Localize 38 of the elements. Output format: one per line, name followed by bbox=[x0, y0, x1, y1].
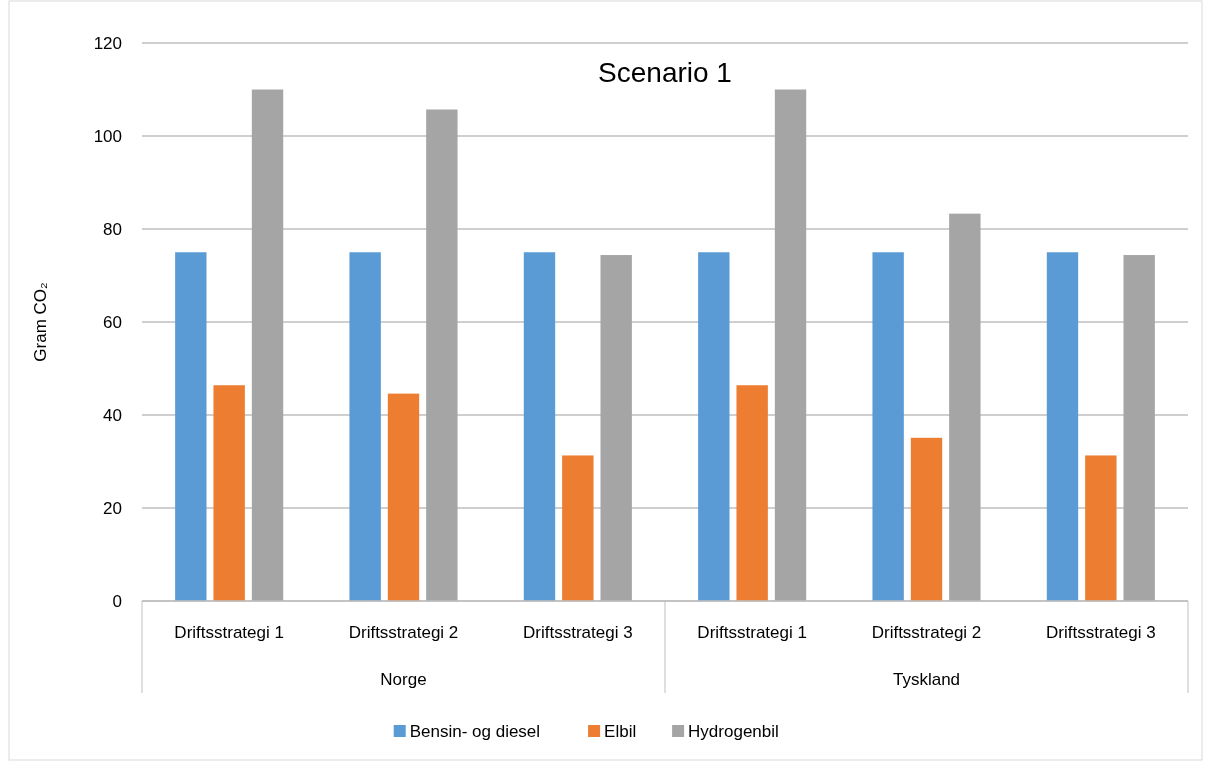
bar bbox=[213, 385, 245, 601]
bar bbox=[426, 109, 458, 601]
y-tick-label: 100 bbox=[93, 126, 122, 146]
bar bbox=[698, 252, 730, 601]
bar bbox=[251, 89, 284, 601]
legend-label: Elbil bbox=[604, 721, 637, 741]
bar bbox=[600, 255, 632, 601]
bar bbox=[949, 213, 981, 601]
bar bbox=[1046, 252, 1079, 601]
y-tick-label: 60 bbox=[103, 312, 122, 332]
bar bbox=[562, 455, 594, 601]
x-tick-label: Driftsstrategi 1 bbox=[697, 622, 807, 642]
x-tick-label: Driftsstrategi 2 bbox=[348, 622, 459, 642]
bar bbox=[774, 89, 807, 601]
bar bbox=[872, 252, 904, 601]
y-tick-label: 40 bbox=[103, 405, 122, 425]
bar bbox=[523, 252, 556, 601]
y-tick-label: 0 bbox=[112, 591, 122, 611]
bar bbox=[1085, 455, 1117, 601]
legend-label: Hydrogenbil bbox=[688, 721, 779, 741]
bar bbox=[1123, 255, 1155, 601]
bar bbox=[175, 252, 207, 601]
x-tick-label: Driftsstrategi 1 bbox=[174, 622, 284, 642]
y-tick-label: 80 bbox=[103, 219, 122, 239]
x-tick-label: Driftsstrategi 3 bbox=[1046, 622, 1156, 642]
text: Scenario 1 bbox=[598, 56, 732, 88]
text: Norge bbox=[380, 669, 427, 689]
y-tick-label: 120 bbox=[93, 33, 122, 53]
bar bbox=[736, 385, 768, 601]
legend-label: Bensin- og diesel bbox=[409, 721, 541, 741]
bar bbox=[387, 393, 420, 601]
x-tick-label: Driftsstrategi 2 bbox=[871, 622, 982, 642]
x-tick-label: Driftsstrategi 3 bbox=[523, 622, 633, 642]
y-axis-title: Gram CO₂ bbox=[30, 282, 50, 362]
y-tick-label: 20 bbox=[103, 498, 122, 518]
text: Tyskland bbox=[892, 669, 961, 689]
bar bbox=[349, 252, 381, 601]
bar bbox=[910, 437, 943, 601]
